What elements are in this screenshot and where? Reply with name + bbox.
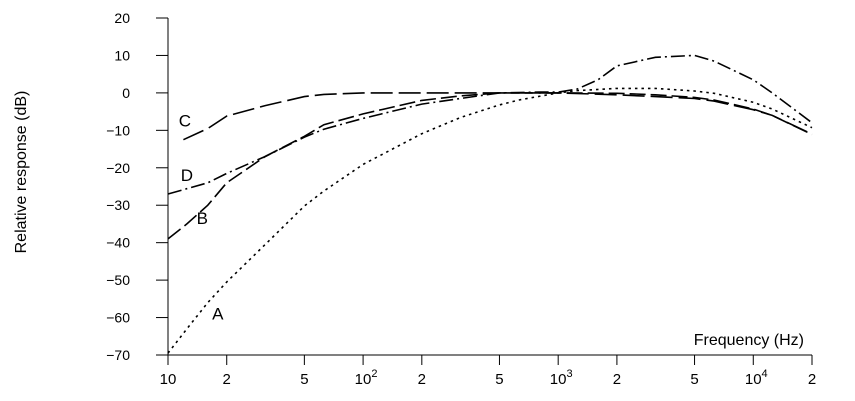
y-tick-label: −70 xyxy=(106,347,130,363)
y-axis-title: Relative response (dB) xyxy=(13,91,30,254)
x-axis-title: Frequency (Hz) xyxy=(694,332,804,349)
series-label-b: B xyxy=(197,209,208,228)
series-line-a xyxy=(167,87,813,354)
x-tick-label: 102 xyxy=(355,368,378,388)
x-tick-label: 2 xyxy=(808,371,816,388)
series-label-c: C xyxy=(179,112,191,131)
y-tick-label: −50 xyxy=(106,272,130,288)
series-label-d: D xyxy=(181,166,193,185)
series-line-c xyxy=(183,92,813,141)
x-tick-label: 2 xyxy=(418,371,426,388)
series-label-a: A xyxy=(212,304,224,323)
y-tick-label: 0 xyxy=(122,85,130,101)
y-tick-label: −30 xyxy=(106,197,130,213)
x-tick-label: 10 xyxy=(160,371,177,388)
y-tick-label: 20 xyxy=(114,10,130,26)
y-tick-label: −60 xyxy=(106,310,130,326)
series-layer xyxy=(167,54,813,354)
series-line-b xyxy=(167,92,813,240)
y-tick-label: −20 xyxy=(106,160,130,176)
label-layer: A B C D xyxy=(179,112,224,324)
x-tick-label: 2 xyxy=(613,371,621,388)
x-tick-label: 5 xyxy=(690,371,698,388)
x-tick-label: 5 xyxy=(495,371,503,388)
series-line-d xyxy=(167,54,813,195)
y-tick-label: −40 xyxy=(106,235,130,251)
x-tick-label: 103 xyxy=(550,368,573,388)
x-tick-label: 2 xyxy=(223,371,231,388)
x-tick-label: 5 xyxy=(300,371,308,388)
y-tick-label: 10 xyxy=(114,47,130,63)
x-tick-label: 104 xyxy=(745,368,768,388)
y-tick-label: −10 xyxy=(106,122,130,138)
